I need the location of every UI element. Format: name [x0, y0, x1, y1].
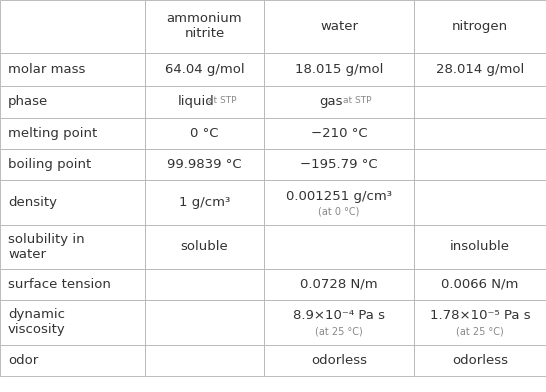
Bar — [414, 300, 546, 345]
Text: 1.78×10⁻⁵ Pa s: 1.78×10⁻⁵ Pa s — [430, 309, 530, 322]
Bar — [145, 118, 264, 149]
Text: molar mass: molar mass — [8, 63, 85, 76]
Text: 0.0066 N/m: 0.0066 N/m — [441, 278, 519, 291]
Bar — [145, 300, 264, 345]
Text: surface tension: surface tension — [8, 278, 111, 291]
Bar — [414, 149, 546, 180]
Text: soluble: soluble — [181, 240, 228, 254]
Text: solubility in
water: solubility in water — [8, 233, 85, 261]
Bar — [414, 180, 546, 225]
Text: liquid: liquid — [178, 95, 215, 109]
Bar — [414, 53, 546, 86]
Text: −210 °C: −210 °C — [311, 127, 367, 140]
Bar — [0, 180, 145, 225]
Bar — [264, 269, 414, 300]
Text: −195.79 °C: −195.79 °C — [300, 158, 378, 171]
Bar — [145, 149, 264, 180]
Bar — [0, 118, 145, 149]
Bar — [145, 180, 264, 225]
Bar — [414, 269, 546, 300]
Text: 64.04 g/mol: 64.04 g/mol — [165, 63, 244, 76]
Bar — [0, 86, 145, 118]
Bar — [414, 118, 546, 149]
Bar — [0, 149, 145, 180]
Text: boiling point: boiling point — [8, 158, 91, 171]
Bar — [0, 225, 145, 269]
Text: (at 25 °C): (at 25 °C) — [315, 326, 363, 336]
Text: gas: gas — [319, 95, 343, 109]
Bar — [264, 0, 414, 53]
Bar — [145, 345, 264, 376]
Text: at STP: at STP — [343, 96, 371, 105]
Text: insoluble: insoluble — [450, 240, 510, 254]
Bar — [0, 269, 145, 300]
Bar — [0, 0, 145, 53]
Bar — [414, 86, 546, 118]
Bar — [145, 53, 264, 86]
Text: odorless: odorless — [452, 354, 508, 367]
Bar — [145, 225, 264, 269]
Text: dynamic
viscosity: dynamic viscosity — [8, 309, 66, 336]
Text: 0.001251 g/cm³: 0.001251 g/cm³ — [286, 190, 392, 203]
Bar — [264, 118, 414, 149]
Text: melting point: melting point — [8, 127, 97, 140]
Bar — [0, 300, 145, 345]
Text: 28.014 g/mol: 28.014 g/mol — [436, 63, 524, 76]
Text: phase: phase — [8, 95, 48, 109]
Text: density: density — [8, 196, 57, 209]
Bar — [264, 300, 414, 345]
Text: (at 25 °C): (at 25 °C) — [456, 326, 504, 336]
Text: odor: odor — [8, 354, 38, 367]
Bar — [414, 345, 546, 376]
Text: 99.9839 °C: 99.9839 °C — [167, 158, 242, 171]
Bar — [264, 345, 414, 376]
Text: 0.0728 N/m: 0.0728 N/m — [300, 278, 378, 291]
Bar — [264, 225, 414, 269]
Text: at STP: at STP — [208, 96, 237, 105]
Text: 1 g/cm³: 1 g/cm³ — [179, 196, 230, 209]
Text: nitrogen: nitrogen — [452, 20, 508, 33]
Text: 8.9×10⁻⁴ Pa s: 8.9×10⁻⁴ Pa s — [293, 309, 385, 322]
Bar — [414, 225, 546, 269]
Bar — [145, 86, 264, 118]
Bar — [0, 53, 145, 86]
Text: 18.015 g/mol: 18.015 g/mol — [295, 63, 383, 76]
Text: (at 0 °C): (at 0 °C) — [318, 207, 360, 217]
Bar — [145, 0, 264, 53]
Text: ammonium
nitrite: ammonium nitrite — [167, 13, 242, 40]
Bar — [264, 180, 414, 225]
Text: odorless: odorless — [311, 354, 367, 367]
Text: water: water — [320, 20, 358, 33]
Bar — [145, 269, 264, 300]
Bar — [264, 149, 414, 180]
Text: 0 °C: 0 °C — [190, 127, 219, 140]
Bar — [264, 53, 414, 86]
Bar — [0, 345, 145, 376]
Bar — [264, 86, 414, 118]
Bar — [414, 0, 546, 53]
